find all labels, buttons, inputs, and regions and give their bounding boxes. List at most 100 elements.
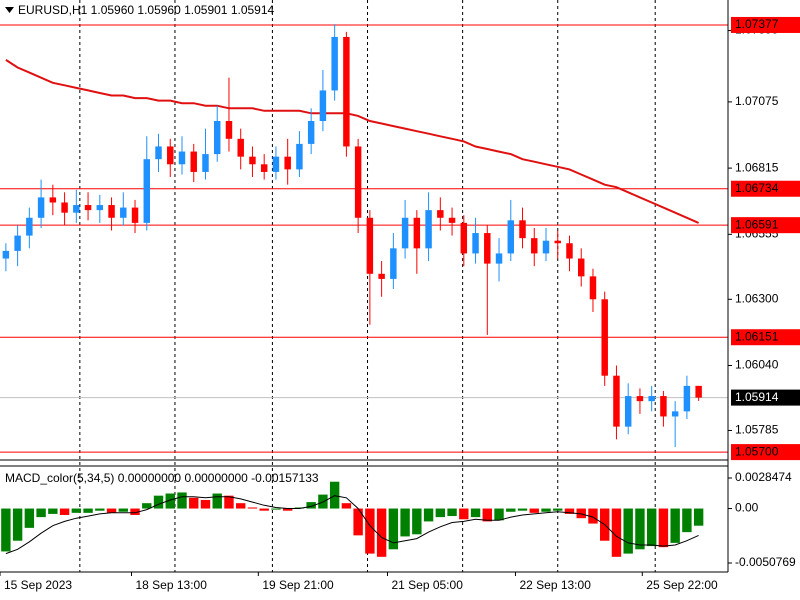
histogram-bar [517,508,528,511]
level-label: 1.07377 [735,17,779,31]
histogram-bar [177,492,187,509]
candle-body [401,217,409,249]
candle-body [307,120,315,144]
x-tick-label: 22 Sep 13:00 [519,578,591,592]
candle-body [143,159,151,223]
histogram-bar [142,503,152,509]
candle-body [437,210,444,218]
price-layer [0,24,728,557]
histogram-bar [271,508,281,510]
candle-body [260,164,268,172]
candle-body [319,90,327,121]
candle-body [237,138,244,157]
histogram-bar [353,508,363,536]
candle-body [495,253,503,264]
candle-body [202,154,209,172]
histogram-bar [71,508,82,513]
candle-body [624,396,632,427]
histogram-bar [365,508,375,554]
x-tick-label: 25 Sep 22:00 [646,578,718,592]
candle-body [589,276,597,300]
level-label: 1.06151 [735,329,779,343]
candle-body [296,143,303,170]
histogram-bar [36,508,46,518]
indicator-title: MACD_color(5,34,5) 0.00000000 0.00000000… [5,471,319,485]
histogram-bar [95,508,105,511]
histogram-bar [529,508,539,513]
histogram-bar [611,508,622,557]
candle-body [37,197,45,218]
candle-body [272,156,280,172]
histogram-bar [670,508,680,543]
histogram-bar [259,508,269,511]
candle-body [531,238,538,254]
candle-body [648,396,655,402]
histogram-bar [224,495,234,509]
candle-body [390,248,397,279]
y-tick-label: 0.00 [735,501,759,515]
candle-body [167,146,174,165]
histogram-bar [130,508,140,515]
y-tick-label: 1.06815 [735,160,779,174]
histogram-bar [1,508,11,552]
histogram-bar [282,508,293,511]
candle-body [61,202,68,213]
candle-body [178,151,186,165]
candle-body [460,222,468,254]
histogram-bar [435,508,446,518]
y-tick-label: 1.06040 [735,358,779,372]
candle-body [225,120,233,139]
candle-body [354,146,362,218]
y-tick-label: -0.0050769 [735,555,796,569]
candle-body [378,273,385,279]
histogram-bar [682,508,692,533]
histogram-bar [623,508,633,554]
candle-body [519,220,526,239]
candle-body [542,240,550,254]
histogram-bar [376,508,387,557]
y-tick-label: 1.06300 [735,291,779,305]
histogram-bar [646,508,657,547]
level-label-box [731,217,800,234]
histogram-bar [83,508,93,513]
grid-layer [79,0,656,572]
level-label-box [731,444,800,461]
histogram-bar [459,508,469,520]
candle-body [49,197,57,203]
x-tick-label: 18 Sep 13:00 [136,578,208,592]
candle-body [84,205,92,211]
histogram-bar [118,508,128,512]
level-label: 1.06734 [735,181,779,195]
candle-body [554,240,561,244]
candle-body [425,210,432,249]
candle-body [96,205,104,211]
candle-body [683,385,691,412]
candle-body [26,217,33,236]
histogram-bar [12,508,23,541]
candle-body [249,156,256,165]
candle-body [671,411,679,417]
candle-body [577,258,585,277]
histogram-bar [506,508,516,512]
histogram-bar [48,508,58,514]
current-price-label: 1.05914 [735,390,779,404]
candle-body [120,207,127,218]
histogram-bar [306,502,316,509]
histogram-bar [423,508,434,522]
candle-body [695,385,702,398]
candle-body [284,156,291,170]
histogram-bar [541,508,551,512]
histogram-bar [588,508,598,524]
x-tick-label: 15 Sep 2023 [4,578,72,592]
histogram-bar [24,508,35,528]
collapse-icon[interactable] [5,7,14,13]
y-tick-label: 1.05785 [735,423,779,437]
histogram-bar [658,508,669,548]
level-label: 1.06591 [735,217,779,231]
histogram-bar [236,503,246,509]
candle-body [601,299,608,376]
candle-body [660,396,667,417]
histogram-bar [635,508,645,550]
histogram-bar [189,497,199,509]
